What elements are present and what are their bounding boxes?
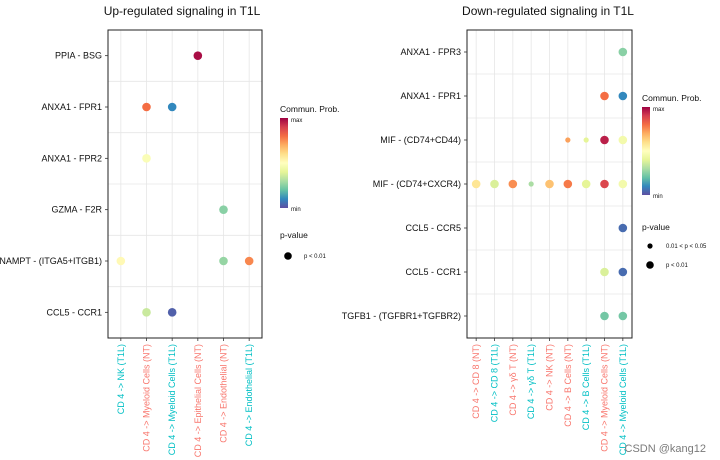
data-point	[167, 102, 177, 112]
data-point	[600, 91, 609, 101]
x-tick-label: CD 4 -> CD 8 (NT)	[471, 344, 481, 419]
pval-key-label: p < 0.01	[304, 254, 327, 260]
data-point	[142, 308, 151, 317]
pval-key-label: p < 0.01	[666, 263, 689, 269]
x-tick-label: CD 4 -> Endothelial (NT)	[219, 344, 229, 443]
y-tick-label: GZMA - F2R	[51, 205, 102, 215]
data-point	[581, 179, 591, 189]
dot-plot-down: Down-regulated signaling in T1L ANXA1 - F…	[342, 4, 707, 455]
y-tick-label: ANXA1 - FPR2	[41, 153, 102, 163]
colorbar	[642, 107, 650, 195]
x-tick-label: CD 4 -> Endothelial (T1L)	[244, 344, 254, 446]
colorbar-min-label: min	[291, 207, 301, 213]
y-tick-label: CCL5 - CCR1	[405, 267, 461, 277]
x-tick-label: CD 4 -> B Cells (NT)	[563, 344, 573, 427]
data-point	[142, 102, 151, 112]
chart-title: Up-regulated signaling in T1L	[104, 4, 261, 18]
data-point	[618, 223, 628, 233]
legend-prob-title: Commun. Prob.	[280, 104, 340, 114]
chart-title: Down-regulated signaling in T1L	[462, 4, 634, 18]
dot-plot-up: Up-regulated signaling in T1L PPIA - BSG A…	[0, 4, 340, 457]
x-tick-label: CD 4 -> Myeloid Cells (T1L)	[167, 344, 177, 455]
data-point	[618, 267, 628, 277]
x-tick-label: CD 4 -> Epithelial Cells (NT)	[193, 344, 203, 457]
x-tick-label: CD 4 -> NK (T1L)	[116, 344, 126, 414]
x-tick-label: CD 4 -> γδ T (T1L)	[526, 344, 536, 419]
data-point	[600, 179, 609, 189]
data-point	[600, 135, 609, 145]
x-tick-label: CD 4 -> CD 8 (T1L)	[490, 344, 500, 422]
legend-prob-title: Commun. Prob.	[642, 93, 702, 103]
data-point	[142, 154, 151, 163]
legend: Commun. Prob. max min p-value 0.01 < p < 0.0…	[642, 93, 707, 269]
x-tick-label: CD 4 -> B Cells (T1L)	[581, 344, 591, 430]
legend: Commun. Prob. max min p-value p < 0.01	[280, 104, 340, 260]
plot-border	[107, 29, 263, 339]
x-tick-label: CD 4 -> NK (NT)	[545, 344, 555, 411]
x-tick-label: CD 4 -> Myeloid Cells (NT)	[600, 344, 610, 452]
y-tick-label: NAMPT - (ITGA5+ITGB1)	[0, 256, 102, 266]
data-point	[244, 256, 254, 266]
data-point	[490, 179, 499, 189]
colorbar	[280, 118, 288, 208]
data-point	[116, 256, 126, 266]
legend-pval-title: p-value	[280, 230, 308, 240]
y-tick-label: CCL5 - CCR1	[46, 307, 102, 317]
data-point	[583, 137, 589, 143]
y-tick-label: TGFB1 - (TGFBR1+TGFBR2)	[342, 311, 461, 321]
pval-key-dot	[646, 261, 654, 269]
watermark: CSDN @kang12	[625, 443, 706, 455]
data-point	[193, 51, 203, 60]
x-tick-label: CD 4 -> Myeloid Cells (NT)	[142, 344, 152, 452]
pval-key-label: 0.01 < p < 0.05	[666, 244, 707, 250]
y-tick-label: CCL5 - CCR5	[405, 223, 461, 233]
data-point	[565, 137, 571, 143]
grid	[108, 30, 262, 338]
data-point	[167, 308, 177, 317]
pval-key-dot	[647, 243, 653, 249]
y-tick-label: MIF - (CD74+CXCR4)	[373, 179, 461, 189]
data-point	[219, 256, 228, 266]
y-tick-label: ANXA1 - FPR3	[400, 47, 461, 57]
data-point	[618, 47, 628, 57]
data-point	[618, 135, 628, 145]
x-tick-label: CD 4 -> Myeloid Cells (T1L)	[618, 344, 628, 455]
x-tick-label: CD 4 -> γδ T (NT)	[508, 344, 518, 416]
data-point	[528, 181, 534, 187]
data-point	[618, 179, 628, 189]
data-point	[471, 179, 481, 189]
data-point	[563, 179, 573, 189]
data-point	[219, 205, 228, 214]
colorbar-max-label: max	[291, 118, 302, 124]
colorbar-max-label: max	[653, 107, 664, 113]
pval-key-dot	[284, 252, 292, 260]
data-point	[618, 91, 628, 101]
y-tick-label: MIF - (CD74+CD44)	[380, 135, 461, 145]
y-tick-label: ANXA1 - FPR1	[400, 91, 461, 101]
y-tick-label: ANXA1 - FPR1	[41, 102, 102, 112]
data-point	[600, 267, 609, 277]
data-point	[508, 179, 518, 189]
data-point	[545, 179, 554, 189]
colorbar-min-label: min	[653, 194, 663, 200]
data-point	[618, 311, 628, 321]
legend-pval-title: p-value	[642, 222, 670, 232]
data-point	[600, 311, 609, 321]
y-tick-label: PPIA - BSG	[55, 51, 102, 61]
